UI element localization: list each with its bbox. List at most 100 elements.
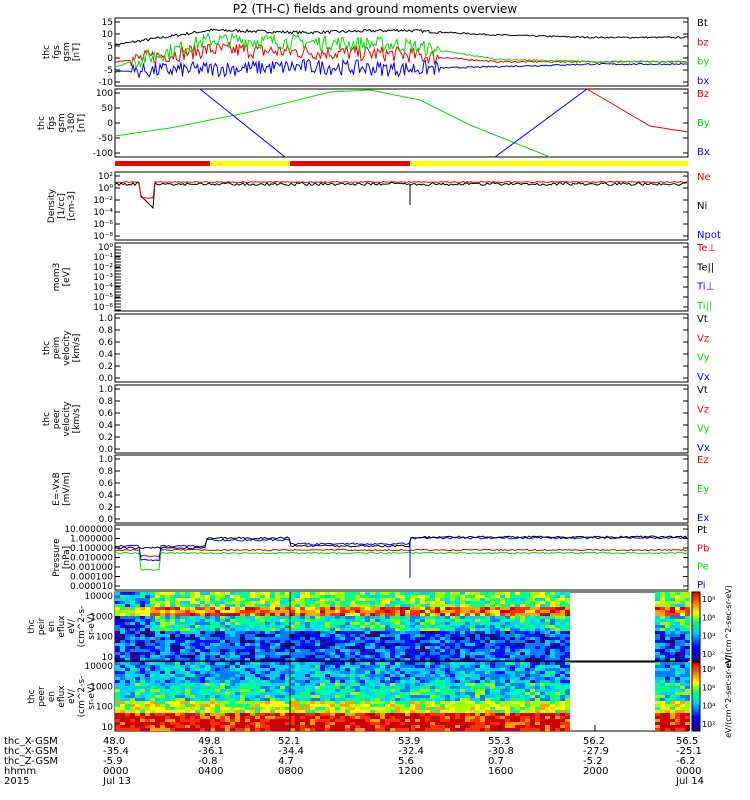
spectrogram-cell: [545, 601, 550, 604]
spectrogram-cell: [355, 689, 360, 692]
spectrogram-cell: [520, 698, 525, 701]
spectrogram-cell: [540, 698, 545, 701]
spectrogram-cell: [295, 649, 300, 652]
ytick-label: 0.8: [99, 467, 114, 477]
spectrogram-cell: [240, 598, 245, 601]
spectrogram-cell: [495, 634, 500, 637]
spectrogram-cell: [450, 698, 455, 701]
spectrogram-cell: [665, 713, 670, 716]
spectrogram-cell: [530, 686, 535, 689]
spectrogram-cell: [190, 701, 195, 704]
spectrogram-cell: [490, 634, 495, 637]
spectrogram-cell: [445, 695, 450, 698]
ytick-label: 10000: [84, 592, 113, 602]
spectrogram-cell: [265, 595, 270, 598]
spectrogram-cell: [230, 683, 235, 686]
spectrogram-cell: [670, 689, 675, 692]
spectrogram-cell: [345, 628, 350, 631]
footer-value: 0000: [676, 766, 702, 777]
spectrogram-cell: [510, 646, 515, 649]
spectrogram-cell: [325, 646, 330, 649]
spectrogram-cell: [565, 610, 570, 613]
spectrogram-cell: [490, 704, 495, 707]
spectrogram-cell: [135, 601, 140, 604]
spectrogram-cell: [205, 704, 210, 707]
spectrogram-cell: [680, 716, 685, 719]
spectrogram-cell: [355, 640, 360, 643]
spectrogram-cell: [545, 707, 550, 710]
spectrogram-cell: [505, 674, 510, 677]
spectrogram-cell: [450, 704, 455, 707]
spectrogram-cell: [680, 643, 685, 646]
spectrogram-cell: [500, 637, 505, 640]
spectrogram-cell: [135, 640, 140, 643]
spectrogram-cell: [330, 728, 335, 731]
spectrogram-cell: [205, 671, 210, 674]
spectrogram-cell: [400, 725, 405, 728]
spectrogram-cell: [275, 662, 280, 665]
spectrogram-cell: [410, 683, 415, 686]
spectrogram-cell: [520, 613, 525, 616]
spectrogram-cell: [660, 598, 665, 601]
spectrogram-cell: [130, 652, 135, 655]
spectrogram-cell: [680, 710, 685, 713]
spectrogram-cell: [470, 674, 475, 677]
spectrogram-cell: [170, 622, 175, 625]
series-line-Pi: [114, 536, 688, 562]
spectrogram-cell: [420, 619, 425, 622]
spectrogram-cell: [470, 598, 475, 601]
spectrogram-cell: [555, 625, 560, 628]
spectrogram-cell: [115, 625, 120, 628]
spectrogram-cell: [325, 637, 330, 640]
spectrogram-cell: [485, 665, 490, 668]
spectrogram-cell: [560, 683, 565, 686]
spectrogram-cell: [685, 662, 690, 665]
spectrogram-cell: [325, 665, 330, 668]
footer-value: -5.9: [103, 756, 123, 767]
spectrogram-cell: [355, 631, 360, 634]
spectrogram-cell: [130, 601, 135, 604]
spectrogram-cell: [405, 716, 410, 719]
spectrogram-cell: [520, 662, 525, 665]
spectrogram-cell: [170, 607, 175, 610]
spectrogram-cell: [435, 592, 440, 595]
spectrogram-cell: [550, 655, 555, 658]
spectrogram-cell: [185, 628, 190, 631]
spectrogram-cell: [515, 649, 520, 652]
spectrogram-cell: [560, 692, 565, 695]
spectrogram-cell: [380, 640, 385, 643]
spectrogram-cell: [170, 610, 175, 613]
legend-entry: Te⊥: [696, 243, 716, 254]
spectrogram-cell: [240, 668, 245, 671]
spectrogram-cell: [150, 646, 155, 649]
spectrogram-cell: [660, 643, 665, 646]
spectrogram-cell: [230, 637, 235, 640]
spectrogram-cell: [280, 725, 285, 728]
spectrogram-cell: [125, 595, 130, 598]
spectrogram-cell: [295, 719, 300, 722]
spectrogram-cell: [205, 677, 210, 680]
spectrogram-cell: [655, 655, 660, 658]
spectrogram-cell: [455, 646, 460, 649]
spectrogram-cell: [145, 655, 150, 658]
spectrogram-cell: [535, 613, 540, 616]
spectrogram-cell: [260, 616, 265, 619]
spectrogram-cell: [280, 701, 285, 704]
spectrogram-cell: [125, 640, 130, 643]
spectrogram-cell: [400, 683, 405, 686]
spectrogram-cell: [385, 704, 390, 707]
spectrogram-cell: [490, 671, 495, 674]
spectrogram-cell: [405, 692, 410, 695]
series-line-Pe: [114, 551, 688, 571]
spectrogram-cell: [655, 695, 660, 698]
spectrogram-cell: [455, 713, 460, 716]
spectrogram-cell: [215, 686, 220, 689]
spectrogram-cell: [495, 722, 500, 725]
spectrogram-cell: [455, 668, 460, 671]
spectrogram-cell: [150, 683, 155, 686]
spectrogram-cell: [220, 658, 225, 661]
spectrogram-cell: [180, 677, 185, 680]
spectrogram-cell: [680, 674, 685, 677]
spectrogram-cell: [275, 716, 280, 719]
spectrogram-cell: [435, 625, 440, 628]
